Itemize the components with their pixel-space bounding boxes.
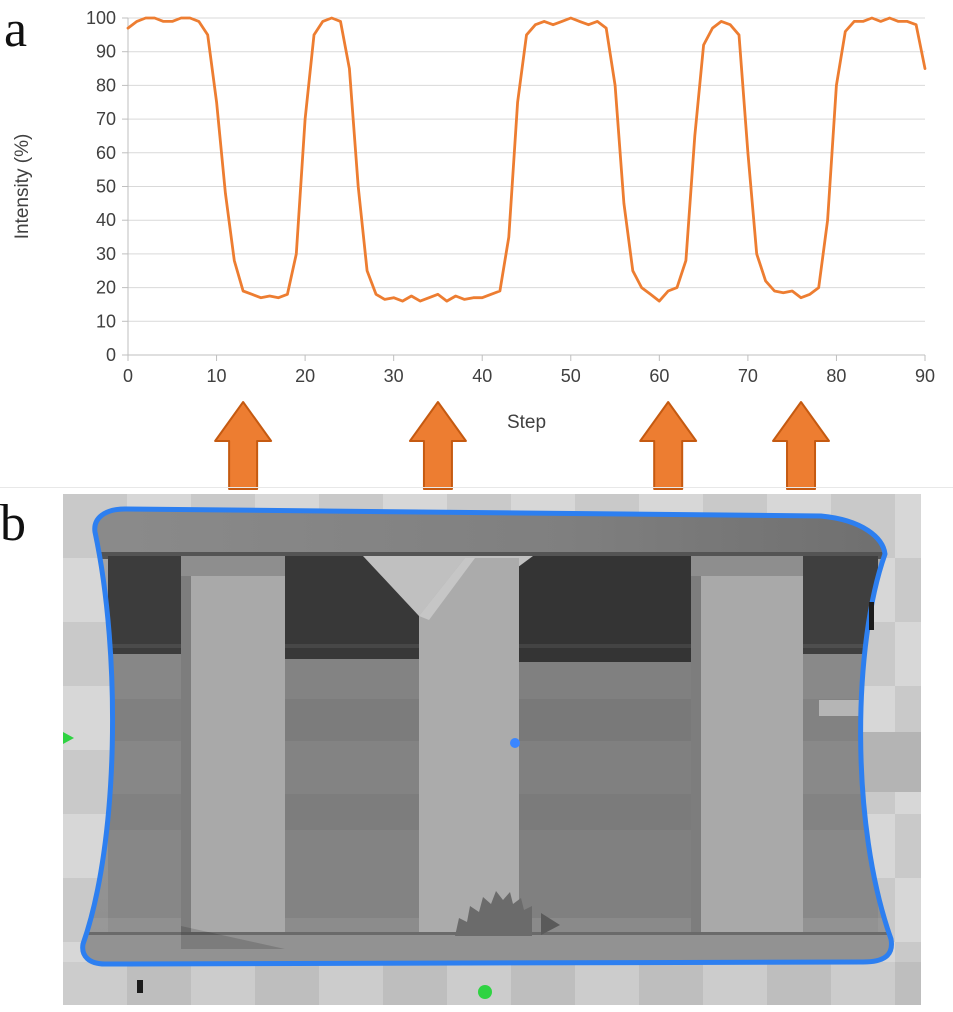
x-tick-label: 80 bbox=[826, 366, 846, 386]
y-tick-label: 40 bbox=[96, 210, 116, 230]
y-tick-label: 0 bbox=[106, 345, 116, 365]
y-tick-label: 30 bbox=[96, 244, 116, 264]
y-tick-label: 80 bbox=[96, 75, 116, 95]
top-slab-underside bbox=[82, 552, 892, 559]
x-tick-label: 20 bbox=[295, 366, 315, 386]
back-wall-1 bbox=[108, 654, 181, 944]
x-tick-label: 60 bbox=[649, 366, 669, 386]
x-tick-label: 0 bbox=[123, 366, 133, 386]
y-tick-label: 60 bbox=[96, 143, 116, 163]
x-tick-label: 30 bbox=[384, 366, 404, 386]
green-seed-marker-icon bbox=[478, 985, 492, 999]
y-tick-label: 100 bbox=[86, 8, 116, 28]
y-axis-title: Intensity (%) bbox=[12, 134, 33, 240]
back-wall-2 bbox=[285, 659, 419, 944]
part-outline bbox=[80, 506, 894, 967]
blue-seed-marker-icon bbox=[510, 738, 520, 748]
y-tick-label: 50 bbox=[96, 177, 116, 197]
x-tick-label: 70 bbox=[738, 366, 758, 386]
scale-marker-bottom-left bbox=[137, 980, 143, 993]
step-arrow-icon bbox=[214, 401, 273, 490]
x-tick-label: 40 bbox=[472, 366, 492, 386]
pillar-3 bbox=[691, 556, 803, 949]
debris-triangle bbox=[541, 913, 560, 935]
y-tick-label: 10 bbox=[96, 311, 116, 331]
step-arrow-icon bbox=[408, 401, 467, 490]
y-tick-label: 90 bbox=[96, 42, 116, 62]
intensity-chart: 0 10 20 30 40 50 60 70 80 90 100 0 10 20 30 40 50 60 70 80 9… bbox=[12, 8, 935, 490]
x-tick-label: 50 bbox=[561, 366, 581, 386]
panel-b-label: b bbox=[0, 495, 26, 552]
back-wall-3 bbox=[519, 662, 691, 944]
step-arrow-icon bbox=[639, 401, 698, 490]
panel-b-image bbox=[63, 494, 933, 1005]
panel-a: 0 10 20 30 40 50 60 70 80 90 100 0 10 20 30 40 50 60 70 80 9… bbox=[0, 0, 953, 496]
scale-marker-right bbox=[869, 602, 874, 630]
printed-part bbox=[80, 506, 894, 967]
pillar-1 bbox=[181, 556, 285, 949]
panel-b bbox=[63, 494, 933, 1005]
panel-divider bbox=[0, 487, 953, 488]
floor-shadow bbox=[181, 926, 285, 949]
y-tick-label: 20 bbox=[96, 278, 116, 298]
left-green-marker-icon bbox=[63, 732, 74, 744]
x-axis-title: Step bbox=[507, 412, 546, 433]
pillar-2 bbox=[419, 558, 519, 949]
gear-debris bbox=[455, 891, 532, 936]
channel-gap-1 bbox=[108, 556, 181, 656]
x-tick-label: 90 bbox=[915, 366, 935, 386]
series-line bbox=[126, 16, 927, 303]
background-shade-bottom bbox=[63, 962, 921, 1005]
channel-gap-3 bbox=[519, 556, 691, 664]
x-tick-label: 10 bbox=[207, 366, 227, 386]
panel-a-label: a bbox=[4, 1, 28, 58]
y-tick-label: 70 bbox=[96, 109, 116, 129]
bottom-slab bbox=[82, 934, 892, 964]
step-arrow-icon bbox=[772, 401, 831, 490]
